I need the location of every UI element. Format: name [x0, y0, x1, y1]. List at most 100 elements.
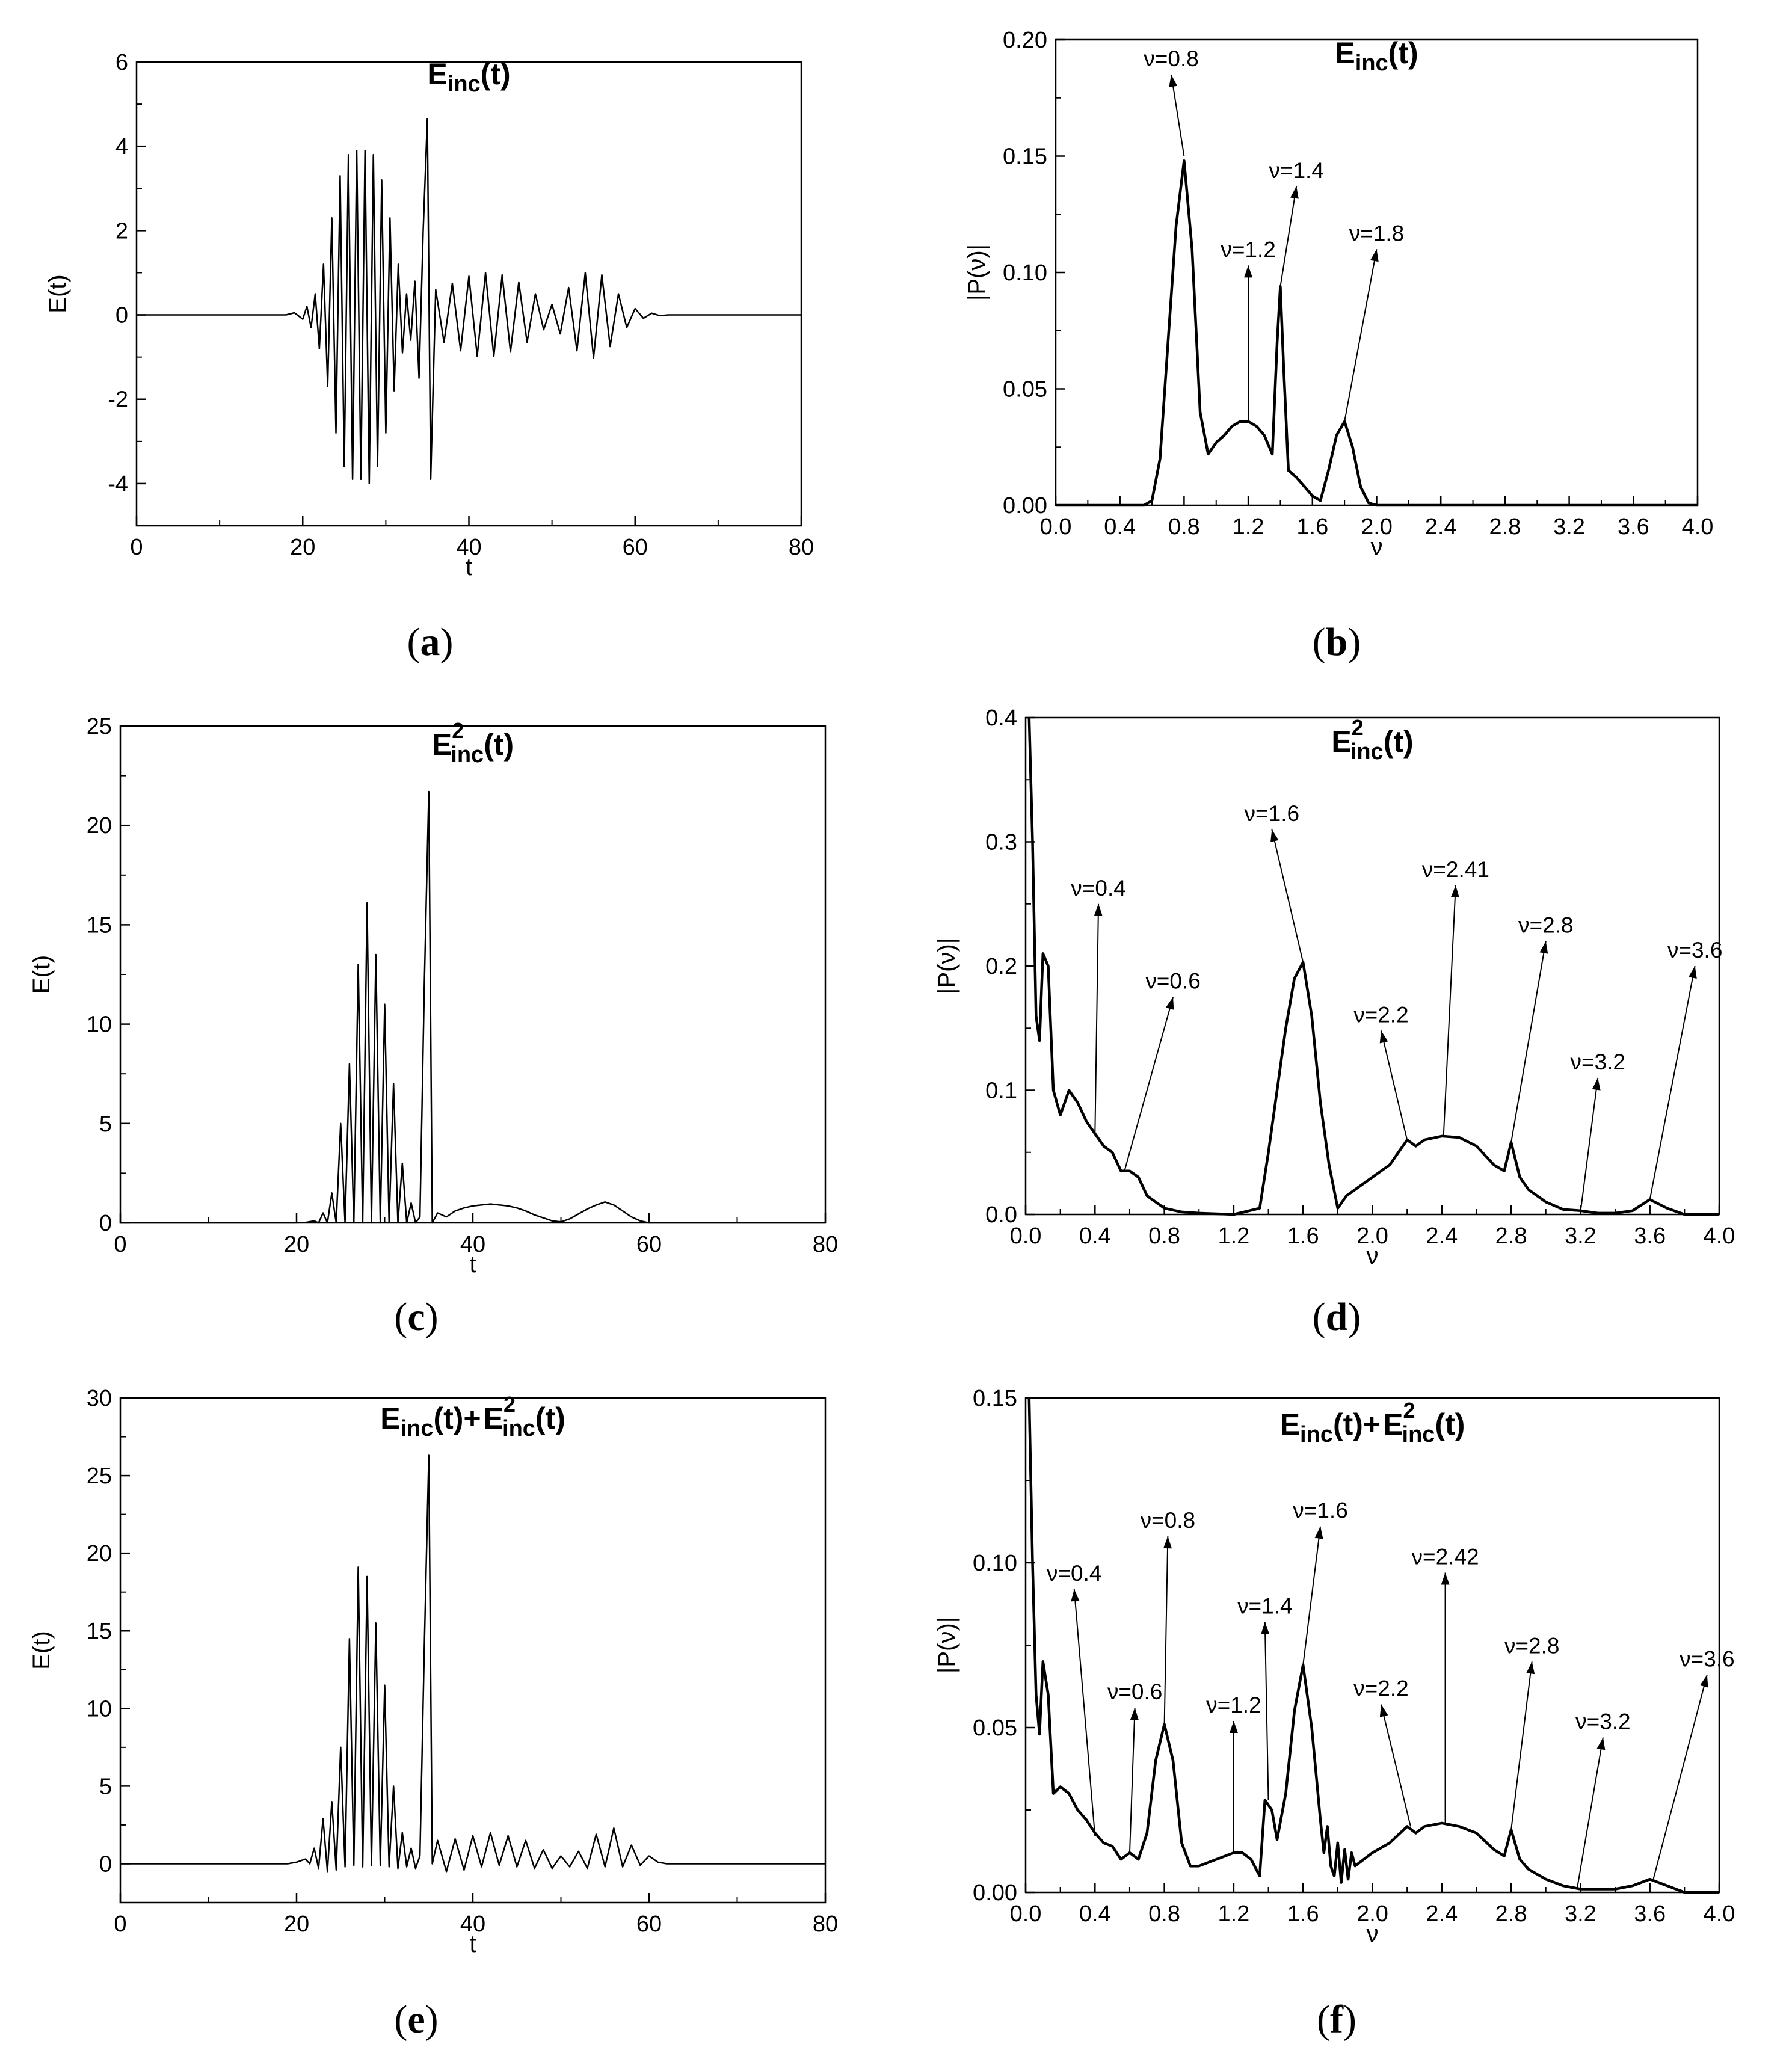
- annotation-arrow-line: [1302, 1526, 1322, 1666]
- chart-title-rest: (t): [1435, 1408, 1465, 1441]
- x-tick-label: 20: [284, 1232, 309, 1257]
- x-tick-label: 0.4: [1104, 514, 1136, 540]
- chart-title-subscript: inc: [401, 1416, 434, 1441]
- x-axis-label: t: [469, 1931, 476, 1957]
- annotation-arrowhead: [1229, 1721, 1238, 1734]
- annotation-arrowhead: [1165, 997, 1174, 1010]
- x-tick-label: 2.0: [1356, 1223, 1388, 1249]
- annotation: ν=3.2: [1570, 1050, 1625, 1212]
- panel-caption-letter: b: [1326, 620, 1348, 664]
- annotation-arrow-line: [1124, 997, 1174, 1171]
- y-tick-label: 0.10: [1003, 260, 1047, 286]
- y-axis-label: E(t): [28, 955, 55, 994]
- x-tick-label: 3.6: [1618, 514, 1649, 540]
- x-tick-label: 1.2: [1233, 514, 1264, 540]
- y-tick-label: 0.10: [973, 1551, 1017, 1576]
- panel-caption-letter: f: [1330, 1998, 1344, 2042]
- chart-title: E2 inc(t): [1331, 715, 1413, 765]
- annotation-arrow-line: [1171, 74, 1185, 156]
- annotation-arrow-line: [1344, 249, 1378, 422]
- chart-panel-e: 0 20 40 60 80 0 5 10 15 20 25 30 t E(t) Einc(t)+ E2 inc(…: [28, 1386, 838, 2042]
- annotation: ν=1.2: [1206, 1693, 1261, 1853]
- annotation: ν=3.6: [1649, 938, 1722, 1200]
- chart-panel-a: 0 20 40 60 80 -4 -2 0 2 4 6 t E(t) Einc(t) (a): [45, 50, 814, 664]
- annotation: ν=0.6: [1107, 1679, 1163, 1853]
- annotation: ν=0.8: [1141, 1508, 1195, 1725]
- annotation-arrowhead: [1244, 265, 1253, 278]
- y-tick-label: -4: [108, 472, 128, 497]
- x-tick-label: 0.4: [1079, 1901, 1111, 1927]
- x-tick-label: 3.2: [1565, 1901, 1596, 1927]
- chart-title-rest: (t)+: [433, 1402, 481, 1435]
- annotation: ν=1.6: [1293, 1498, 1348, 1666]
- annotation-arrow-line: [1580, 1077, 1599, 1212]
- x-tick-label: 0.8: [1168, 514, 1200, 540]
- y-tick-label: 0: [99, 1851, 112, 1877]
- x-tick-label: 0.0: [1010, 1223, 1042, 1249]
- x-tick-label: 40: [460, 1232, 485, 1257]
- x-tick-label: 4.0: [1704, 1901, 1735, 1927]
- x-tick-label: 3.6: [1634, 1223, 1666, 1249]
- chart-title-superscript: 2: [1352, 715, 1364, 740]
- x-tick-label: 2.8: [1495, 1223, 1527, 1249]
- annotation-arrowhead: [1699, 1675, 1708, 1688]
- y-tick-label: 20: [87, 813, 112, 839]
- annotation: ν=2.8: [1504, 1633, 1559, 1830]
- chart-title: E2 inc(t): [432, 718, 514, 768]
- y-tick-label: 0.15: [1003, 144, 1047, 170]
- y-tick-label: 5: [99, 1112, 112, 1137]
- x-tick-label: 0: [114, 1912, 126, 1937]
- x-tick-label: 3.2: [1553, 514, 1585, 540]
- annotation-arrowhead: [1169, 75, 1178, 87]
- panel-caption: (f): [1317, 1998, 1356, 2042]
- annotation-label: ν=1.2: [1206, 1693, 1261, 1717]
- panel-caption: (d): [1313, 1295, 1361, 1339]
- x-tick-label: 0: [114, 1232, 126, 1257]
- annotation-arrow-line: [1073, 1589, 1096, 1836]
- x-tick-label: 0.8: [1148, 1223, 1180, 1249]
- y-tick-label: 0.05: [973, 1716, 1017, 1741]
- annotation-label: ν=0.6: [1107, 1679, 1163, 1704]
- x-tick-label: 2.0: [1356, 1901, 1388, 1927]
- chart-title-subscript: inc: [1300, 1422, 1333, 1447]
- annotation-arrowhead: [1314, 1526, 1323, 1539]
- chart-title-rest: (t): [484, 728, 514, 762]
- annotation-arrowhead: [1539, 941, 1548, 954]
- annotation-label: ν=3.2: [1570, 1050, 1625, 1074]
- x-tick-label: 0.0: [1040, 514, 1072, 540]
- panel-caption: (c): [394, 1295, 438, 1339]
- panel-caption-letter: e: [407, 1998, 425, 2042]
- annotation-label: ν=0.4: [1047, 1561, 1102, 1586]
- annotation-arrow-line: [1380, 1704, 1411, 1827]
- chart-title-rest: (t): [481, 57, 511, 91]
- y-tick-label: 20: [87, 1541, 112, 1566]
- y-axis-label: |P(ν)|: [934, 1617, 960, 1673]
- y-tick-label: 0.00: [1003, 493, 1047, 519]
- panel-caption: (e): [394, 1998, 438, 2042]
- series-line: [1027, 717, 1719, 1216]
- x-tick-label: 60: [636, 1232, 662, 1257]
- annotation: ν=0.4: [1047, 1561, 1102, 1836]
- x-tick-label: 1.2: [1218, 1223, 1249, 1249]
- annotation-arrowhead: [1688, 966, 1697, 979]
- x-tick-label: 2.0: [1361, 514, 1393, 540]
- annotation-label: ν=2.2: [1353, 1002, 1409, 1027]
- chart-panel-d: 0.0 0.4 0.8 1.2 1.6 2.0 2.4 2.8 3.2 3.6 4.0 0.0 0.1 0…: [934, 706, 1735, 1339]
- annotation-arrow-line: [1380, 1030, 1408, 1140]
- annotation-arrowhead: [1592, 1077, 1601, 1091]
- annotation-label: ν=1.6: [1293, 1498, 1348, 1523]
- panel-caption: (b): [1313, 620, 1361, 664]
- chart-title-second: E2 inc(t): [484, 1392, 565, 1441]
- annotation: ν=1.8: [1344, 221, 1404, 422]
- x-tick-label: 3.6: [1634, 1901, 1666, 1927]
- x-tick-label: 2.8: [1495, 1901, 1527, 1927]
- annotation: ν=0.4: [1071, 876, 1126, 1134]
- y-tick-label: 25: [87, 1463, 112, 1489]
- x-axis-label: ν: [1371, 534, 1383, 560]
- y-tick-label: 2: [115, 218, 128, 244]
- y-tick-label: 25: [87, 714, 112, 739]
- annotation-arrowhead: [1071, 1589, 1080, 1602]
- y-tick-label: 0.3: [985, 830, 1017, 855]
- annotation-arrow-line: [1510, 1661, 1533, 1830]
